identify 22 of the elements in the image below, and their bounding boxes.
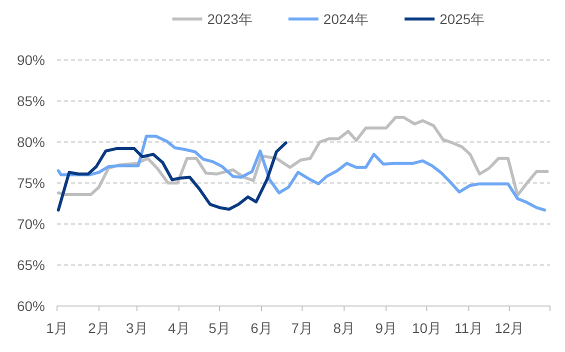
x-tick-label: 9月: [375, 320, 398, 336]
x-tick-label: 1月: [46, 320, 68, 336]
y-tick-label: 90%: [16, 52, 45, 68]
legend-label: 2023年: [207, 11, 252, 27]
x-tick-label: 10月: [412, 320, 442, 336]
y-tick-label: 85%: [16, 93, 45, 109]
legend-label: 2025年: [440, 11, 485, 27]
x-tick-label: 12月: [494, 320, 524, 336]
y-tick-label: 60%: [16, 298, 45, 314]
y-tick-label: 75%: [16, 175, 45, 191]
x-tick-label: 4月: [168, 320, 190, 336]
y-tick-label: 65%: [16, 257, 45, 273]
x-tick-label: 8月: [333, 320, 356, 336]
x-tick-label: 5月: [208, 320, 230, 336]
x-tick-label: 3月: [126, 320, 148, 336]
x-tick-label: 7月: [291, 320, 314, 336]
y-tick-label: 80%: [16, 134, 45, 150]
x-tick-label: 6月: [250, 320, 272, 336]
x-tick-label: 2月: [88, 320, 110, 336]
x-tick-label: 11月: [454, 320, 484, 336]
y-tick-label: 70%: [16, 216, 45, 232]
legend-label: 2024年: [323, 11, 369, 27]
